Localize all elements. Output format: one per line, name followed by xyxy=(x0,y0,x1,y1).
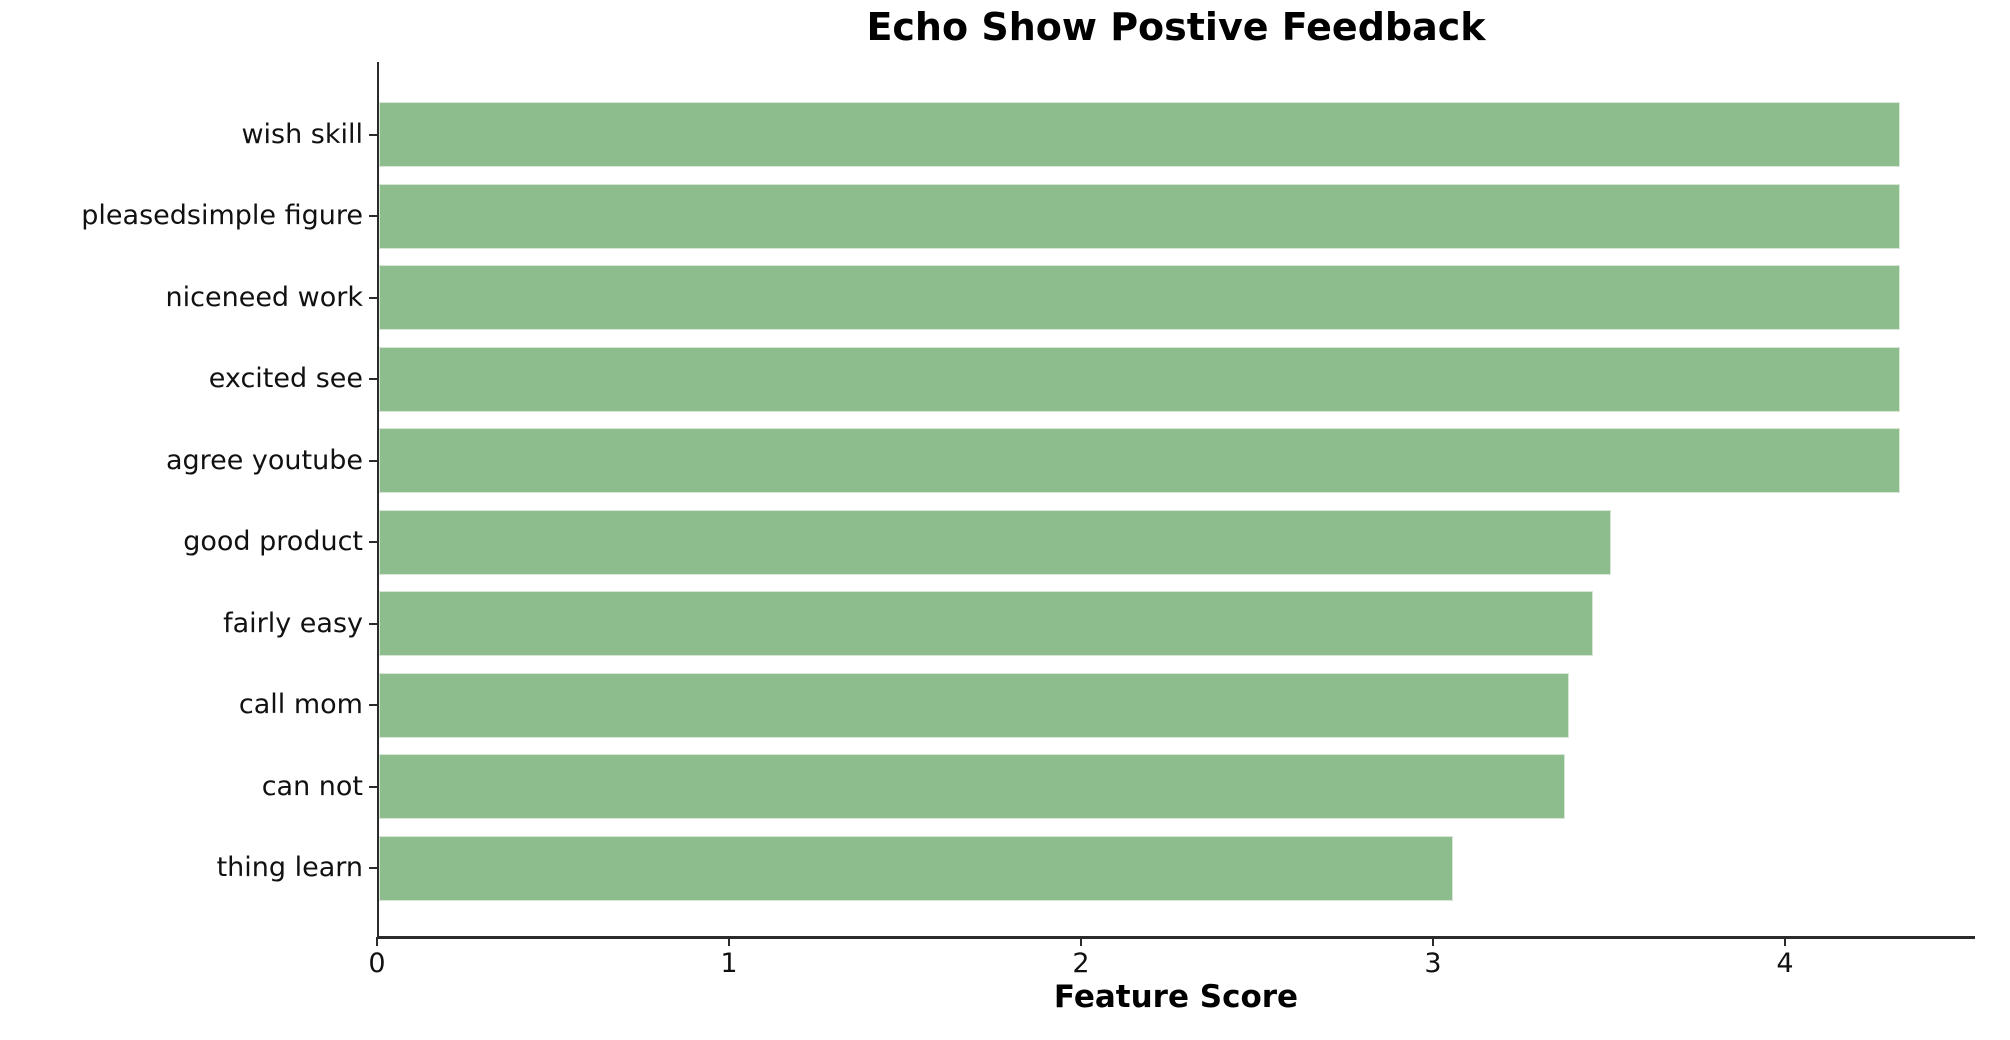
y-tick-label: pleasedsimple figure xyxy=(81,200,363,231)
bar xyxy=(379,754,1566,819)
y-tick-mark xyxy=(369,378,377,380)
x-tick-label: 4 xyxy=(1776,948,1794,979)
y-tick-mark xyxy=(369,622,377,625)
x-tick-label: 0 xyxy=(368,948,386,979)
y-tick-label: excited see xyxy=(208,363,363,394)
x-tick-label: 1 xyxy=(720,948,738,979)
y-tick-label: wish skill xyxy=(241,118,363,150)
y-tick-label: can not xyxy=(261,770,363,802)
y-tick-mark xyxy=(369,133,377,136)
x-tick-mark xyxy=(376,937,378,946)
y-tick-label: thing learn xyxy=(216,852,363,883)
y-tick-label: niceneed work xyxy=(165,281,363,313)
bar xyxy=(379,509,1611,575)
plot-area: wish skill pleasedsimple figure niceneed w… xyxy=(81,62,1975,979)
x-tick-mark xyxy=(1783,937,1786,946)
bar xyxy=(379,183,1900,249)
bar xyxy=(379,591,1594,656)
y-tick-label: good product xyxy=(183,526,363,557)
y-tick-mark xyxy=(369,215,377,217)
y-tick-mark xyxy=(369,704,377,706)
y-tick-mark xyxy=(369,541,377,543)
y-tick-label: fairly easy xyxy=(223,607,363,639)
y-tick-label: agree youtube xyxy=(165,444,363,476)
x-axis-spine xyxy=(377,936,1975,939)
chart-title: Echo Show Postive Feedback xyxy=(866,5,1486,49)
y-tick-label: call mom xyxy=(238,689,363,720)
x-tick-mark xyxy=(1431,937,1434,946)
bar xyxy=(379,265,1900,330)
y-tick-mark xyxy=(369,459,377,462)
x-tick-label: 2 xyxy=(1072,948,1090,979)
y-tick-mark xyxy=(369,785,377,788)
x-tick-mark xyxy=(1079,937,1082,946)
x-tick-label: 3 xyxy=(1424,948,1442,979)
bar xyxy=(379,835,1453,901)
y-tick-mark xyxy=(369,867,377,869)
bar xyxy=(379,346,1900,412)
bar xyxy=(379,672,1569,738)
x-axis-title: Feature Score xyxy=(1053,979,1299,1015)
bar xyxy=(379,428,1900,493)
y-axis-spine xyxy=(377,62,379,938)
y-tick-mark xyxy=(369,296,377,299)
bar xyxy=(379,102,1900,167)
x-tick-mark xyxy=(727,937,730,946)
